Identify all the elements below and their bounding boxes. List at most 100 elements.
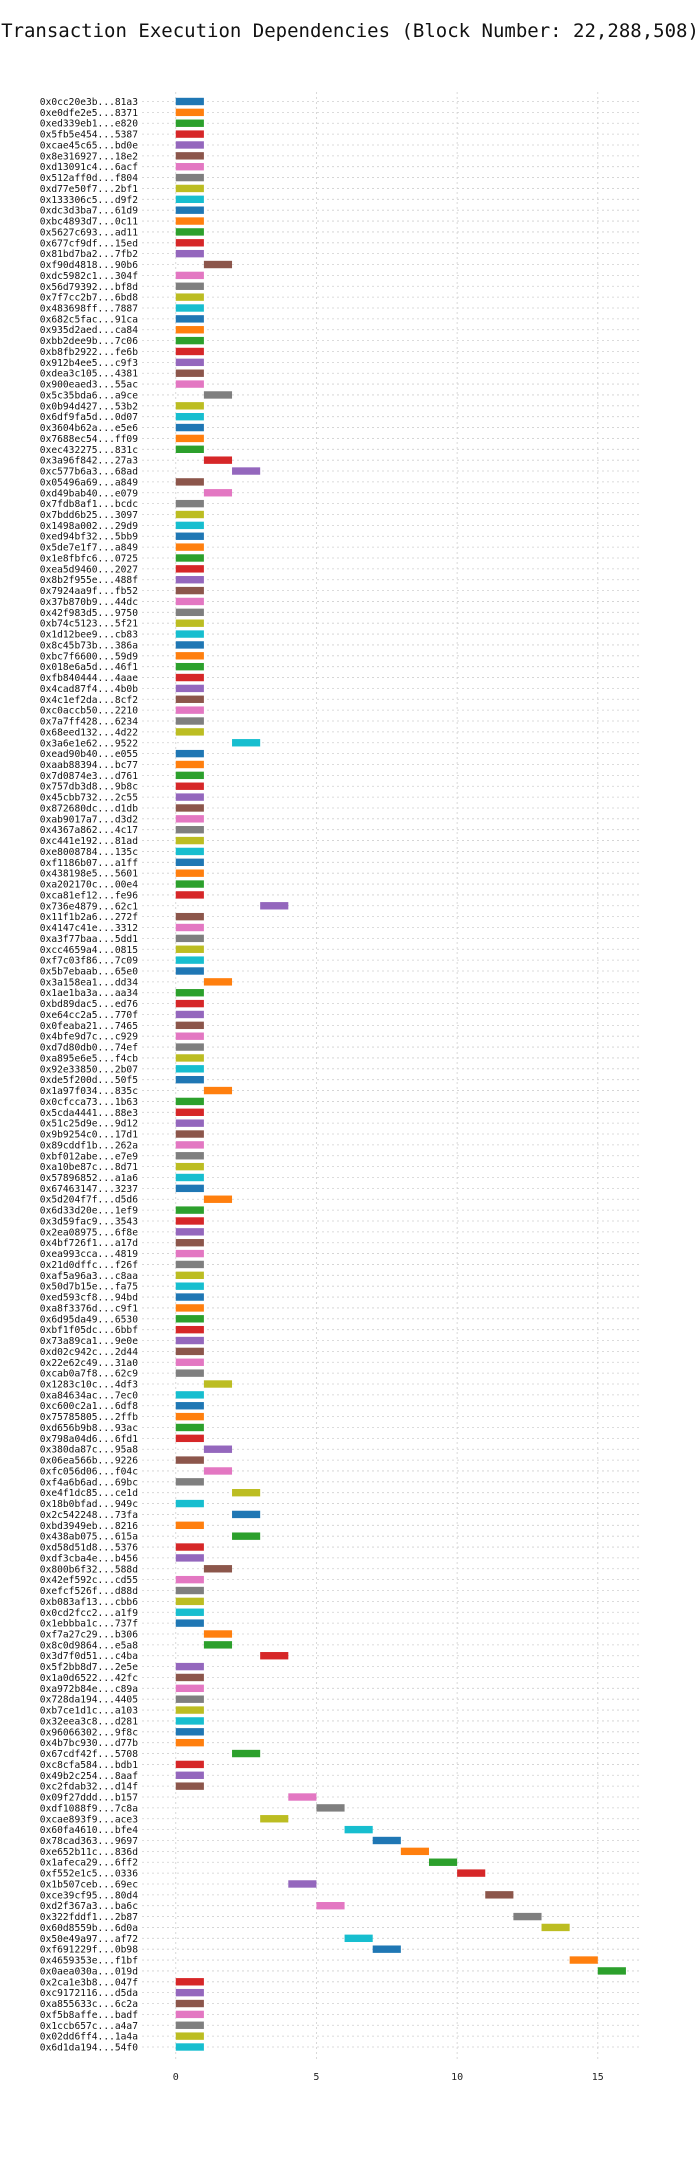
transaction-label: 0x02dd6ff4...1a4a [40, 2032, 138, 2043]
transaction-label: 0x67cdf42f...5708 [40, 1749, 138, 1760]
transaction-bar [175, 1684, 204, 1693]
transaction-bar [203, 1565, 233, 1573]
transaction-bar [175, 1260, 204, 1269]
transaction-label: 0x6df9fa5d...0d07 [40, 412, 138, 423]
transaction-label: 0xcae45c65...bd0e [40, 140, 138, 151]
transaction-label: 0x3a6e1e62...9522 [40, 738, 138, 749]
transaction-bar [175, 1184, 204, 1193]
transaction-label: 0x3d7f0d51...c4ba [40, 1651, 138, 1662]
transaction-label: 0xb7ce1d1c...a103 [40, 1706, 138, 1717]
transaction-bar [175, 1032, 204, 1040]
transaction-bar [175, 1782, 204, 1790]
transaction-bar [175, 369, 204, 377]
transaction-label: 0xed339eb1...e820 [40, 119, 138, 130]
transaction-bar [232, 1749, 261, 1758]
transaction-bar [175, 662, 204, 671]
transaction-label: 0xc8cfa584...bdb1 [40, 1760, 138, 1771]
transaction-label: 0xf691229f...0b98 [40, 1945, 138, 1956]
transaction-label: 0xea5d9460...2027 [40, 564, 138, 575]
transaction-bar [175, 576, 204, 584]
transaction-label: 0xbd3949eb...8216 [40, 1521, 138, 1532]
transaction-bar [175, 434, 204, 443]
transaction-label: 0x8c0d9864...e5a8 [40, 1640, 138, 1651]
x-tick-label: 0 [173, 2072, 179, 2083]
transaction-label: 0x78cad363...9697 [40, 1836, 138, 1847]
transaction-bar [175, 1586, 204, 1595]
transaction-label: 0xdc5982c1...304f [40, 271, 138, 282]
transaction-bar [175, 934, 204, 943]
transaction-bar [316, 1902, 345, 1910]
transaction-label: 0xf90d4818...90b6 [40, 260, 138, 271]
transaction-bar [232, 1489, 261, 1497]
transaction-label: 0xa855633c...6c2a [40, 1999, 138, 2010]
transaction-label: 0x68eed132...4d22 [40, 727, 138, 738]
transaction-label: 0x50e49a97...af72 [40, 1934, 138, 1945]
transaction-bar [288, 1880, 317, 1888]
transaction-label: 0x2ca1e3b8...047f [40, 1977, 138, 1988]
x-tick-label: 10 [451, 2072, 463, 2083]
transaction-label: 0x900eaed3...55ac [40, 380, 138, 391]
transaction-label: 0x7d0874e3...d761 [40, 771, 138, 782]
transaction-bar [232, 1532, 261, 1540]
transaction-bar [175, 1456, 204, 1464]
transaction-bar [175, 315, 204, 323]
transaction-bar [175, 1173, 204, 1182]
x-tick-label: 15 [592, 2072, 604, 2083]
transaction-label: 0xce39cf95...80d4 [40, 1890, 138, 1901]
transaction-label: 0x3a96f842...27a3 [40, 456, 138, 467]
transaction-bar [175, 673, 204, 682]
transaction-bar [175, 130, 204, 138]
transaction-label: 0x4cad87f4...4b0b [40, 684, 138, 695]
transaction-label: 0x1ebbba1c...737f [40, 1619, 138, 1630]
transaction-bar [175, 804, 204, 812]
transaction-bar [175, 619, 204, 627]
transaction-label: 0x5b7ebaab...65e0 [40, 966, 138, 977]
transaction-bar [203, 1086, 233, 1095]
x-tick-label: 5 [313, 2072, 319, 2083]
transaction-label: 0x60d8559b...6d0a [40, 1923, 138, 1934]
transaction-bar [175, 1347, 204, 1356]
transaction-bar [175, 1662, 204, 1671]
transaction-bar [175, 956, 204, 964]
transaction-bar [232, 1510, 261, 1519]
transaction-label: 0xead90b40...e055 [40, 749, 138, 760]
transaction-bar [175, 1575, 204, 1584]
transaction-label: 0x380da87c...95a8 [40, 1445, 138, 1456]
transaction-bar [288, 1793, 317, 1801]
transaction-bar [175, 326, 204, 334]
transaction-bar [175, 97, 204, 106]
transaction-bar [175, 1271, 204, 1280]
transaction-label: 0xc577b6a3...68ad [40, 467, 138, 478]
transaction-bar [175, 847, 204, 856]
transaction-bar [175, 1162, 204, 1171]
transaction-label: 0x5de7e1f7...a849 [40, 543, 138, 554]
transaction-bar [541, 1923, 570, 1932]
transaction-bar [175, 532, 204, 540]
transaction-bar [175, 1499, 204, 1508]
transaction-label: 0x49b2c254...8aaf [40, 1771, 138, 1782]
transaction-label: 0xdf1088f9...7c8a [40, 1803, 138, 1814]
transaction-bar [175, 1228, 204, 1236]
transaction-label: 0x18b0bfad...949c [40, 1499, 138, 1510]
transaction-label: 0x438198e5...5601 [40, 869, 138, 880]
transaction-bar [175, 1423, 204, 1432]
transaction-bar [175, 1673, 204, 1682]
transaction-bar [428, 1858, 458, 1866]
transaction-label: 0xa972b84e...c89a [40, 1684, 138, 1695]
transaction-label: 0x018e6a5d...46f1 [40, 662, 138, 673]
transaction-label: 0xd58d51d8...5376 [40, 1543, 138, 1554]
transaction-bar [175, 228, 204, 236]
transaction-label: 0x935d2aed...ca84 [40, 325, 138, 336]
transaction-bar [175, 380, 204, 388]
transaction-label: 0x60fa4610...bfe4 [40, 1825, 138, 1836]
transaction-bar [175, 206, 204, 214]
transaction-label: 0x3d59fac9...3543 [40, 1216, 138, 1227]
transaction-label: 0x0feaba21...7465 [40, 1021, 138, 1032]
transaction-bar [175, 173, 204, 182]
transaction-bar [175, 1336, 204, 1345]
transaction-bar [175, 119, 204, 127]
transaction-label: 0x56d79392...bf8d [40, 282, 138, 293]
transaction-bar [175, 880, 204, 888]
transaction-label: 0x1d12bee9...cb83 [40, 630, 138, 641]
transaction-bar [175, 1988, 204, 1997]
